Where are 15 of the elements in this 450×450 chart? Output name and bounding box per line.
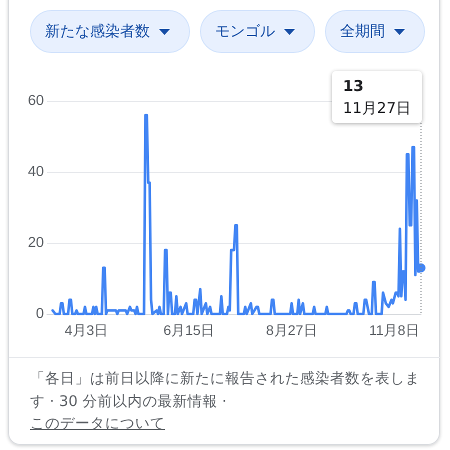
dropdown-button: 全期間 — [325, 10, 425, 53]
y-tick-label: 0 — [36, 306, 44, 322]
annotation: 13 11月27日 — [342, 76, 411, 119]
y-tick-label: 40 — [28, 164, 44, 180]
x-tick-label: 6月15日 — [163, 322, 215, 338]
x-tick-label: 11月8日 — [369, 322, 420, 338]
dropdown-button: モンゴル — [200, 10, 315, 53]
x-tick-label: 4月3日 — [64, 322, 108, 338]
text: 「各日」は前日以降に新たに報告された感染者数を表します · 30 分前以内の最新情報 · — [30, 370, 420, 410]
y-tick-label: 60 — [28, 93, 44, 109]
y-tick-label: 20 — [28, 235, 44, 251]
tooltip: 13 11月27日 — [332, 71, 422, 123]
dropdown-button: 新たな感染者数 — [30, 10, 190, 53]
x-tick-label: 8月27日 — [266, 322, 318, 338]
text: このデータについて — [30, 415, 165, 432]
